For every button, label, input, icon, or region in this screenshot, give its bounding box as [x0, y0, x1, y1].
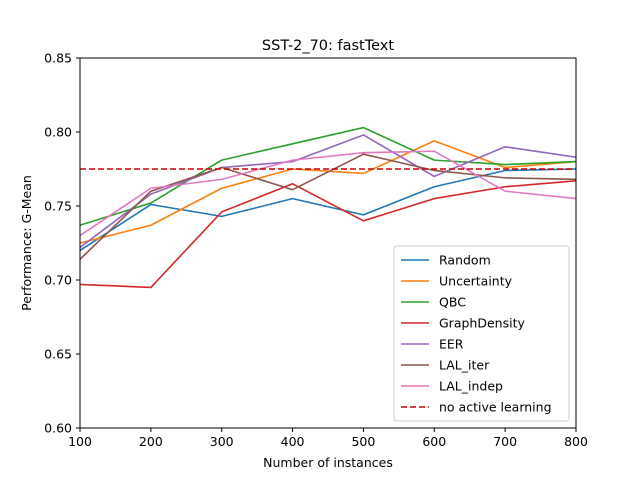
- series-layer: [79, 126, 577, 289]
- legend-box: [393, 245, 570, 422]
- y-tick-label: 0.60: [44, 421, 72, 436]
- x-tick-label: 100: [68, 434, 92, 449]
- y-tick-label: 0.80: [44, 125, 72, 140]
- y-axis-label: Performance: G-Mean: [19, 175, 34, 311]
- x-tick-label: 200: [139, 434, 163, 449]
- y-axis-ticks: 0.60 0.65 0.70 0.75 0.80 0.85: [44, 51, 80, 436]
- y-tick-label: 0.65: [44, 347, 72, 362]
- x-tick-label: 500: [351, 434, 375, 449]
- legend-label-qbc: QBC: [439, 295, 466, 310]
- legend-label-eer: EER: [439, 337, 464, 352]
- legend-label-random: Random: [439, 253, 491, 268]
- x-tick-label: 600: [422, 434, 446, 449]
- x-tick-label: 700: [493, 434, 517, 449]
- legend: Random Uncertainty QBC GraphDensity EER LAL_i…: [393, 245, 570, 422]
- series-line-lal-indep: [79, 150, 577, 237]
- chart-title: SST-2_70: fastText: [262, 38, 394, 54]
- series-line-graphdensity: [79, 180, 577, 289]
- legend-label-lal-iter: LAL_iter: [439, 358, 490, 373]
- x-axis-label: Number of instances: [263, 455, 393, 470]
- legend-label-uncertainty: Uncertainty: [439, 274, 513, 289]
- y-tick-label: 0.75: [44, 199, 72, 214]
- x-tick-label: 300: [210, 434, 234, 449]
- series-line-eer: [79, 134, 577, 249]
- x-tick-label: 800: [564, 434, 588, 449]
- y-tick-label: 0.70: [44, 273, 72, 288]
- series-line-random: [79, 168, 577, 252]
- x-tick-label: 400: [281, 434, 305, 449]
- legend-label-graphdensity: GraphDensity: [439, 316, 525, 331]
- legend-label-lal-indep: LAL_indep: [439, 379, 503, 394]
- y-tick-label: 0.85: [44, 51, 72, 66]
- legend-label-no-active-learning: no active learning: [439, 400, 552, 415]
- plot-frame: [79, 57, 577, 429]
- series-line-qbc: [79, 126, 577, 227]
- x-axis-ticks: 100 200 300 400 500 600 700 800: [68, 428, 588, 449]
